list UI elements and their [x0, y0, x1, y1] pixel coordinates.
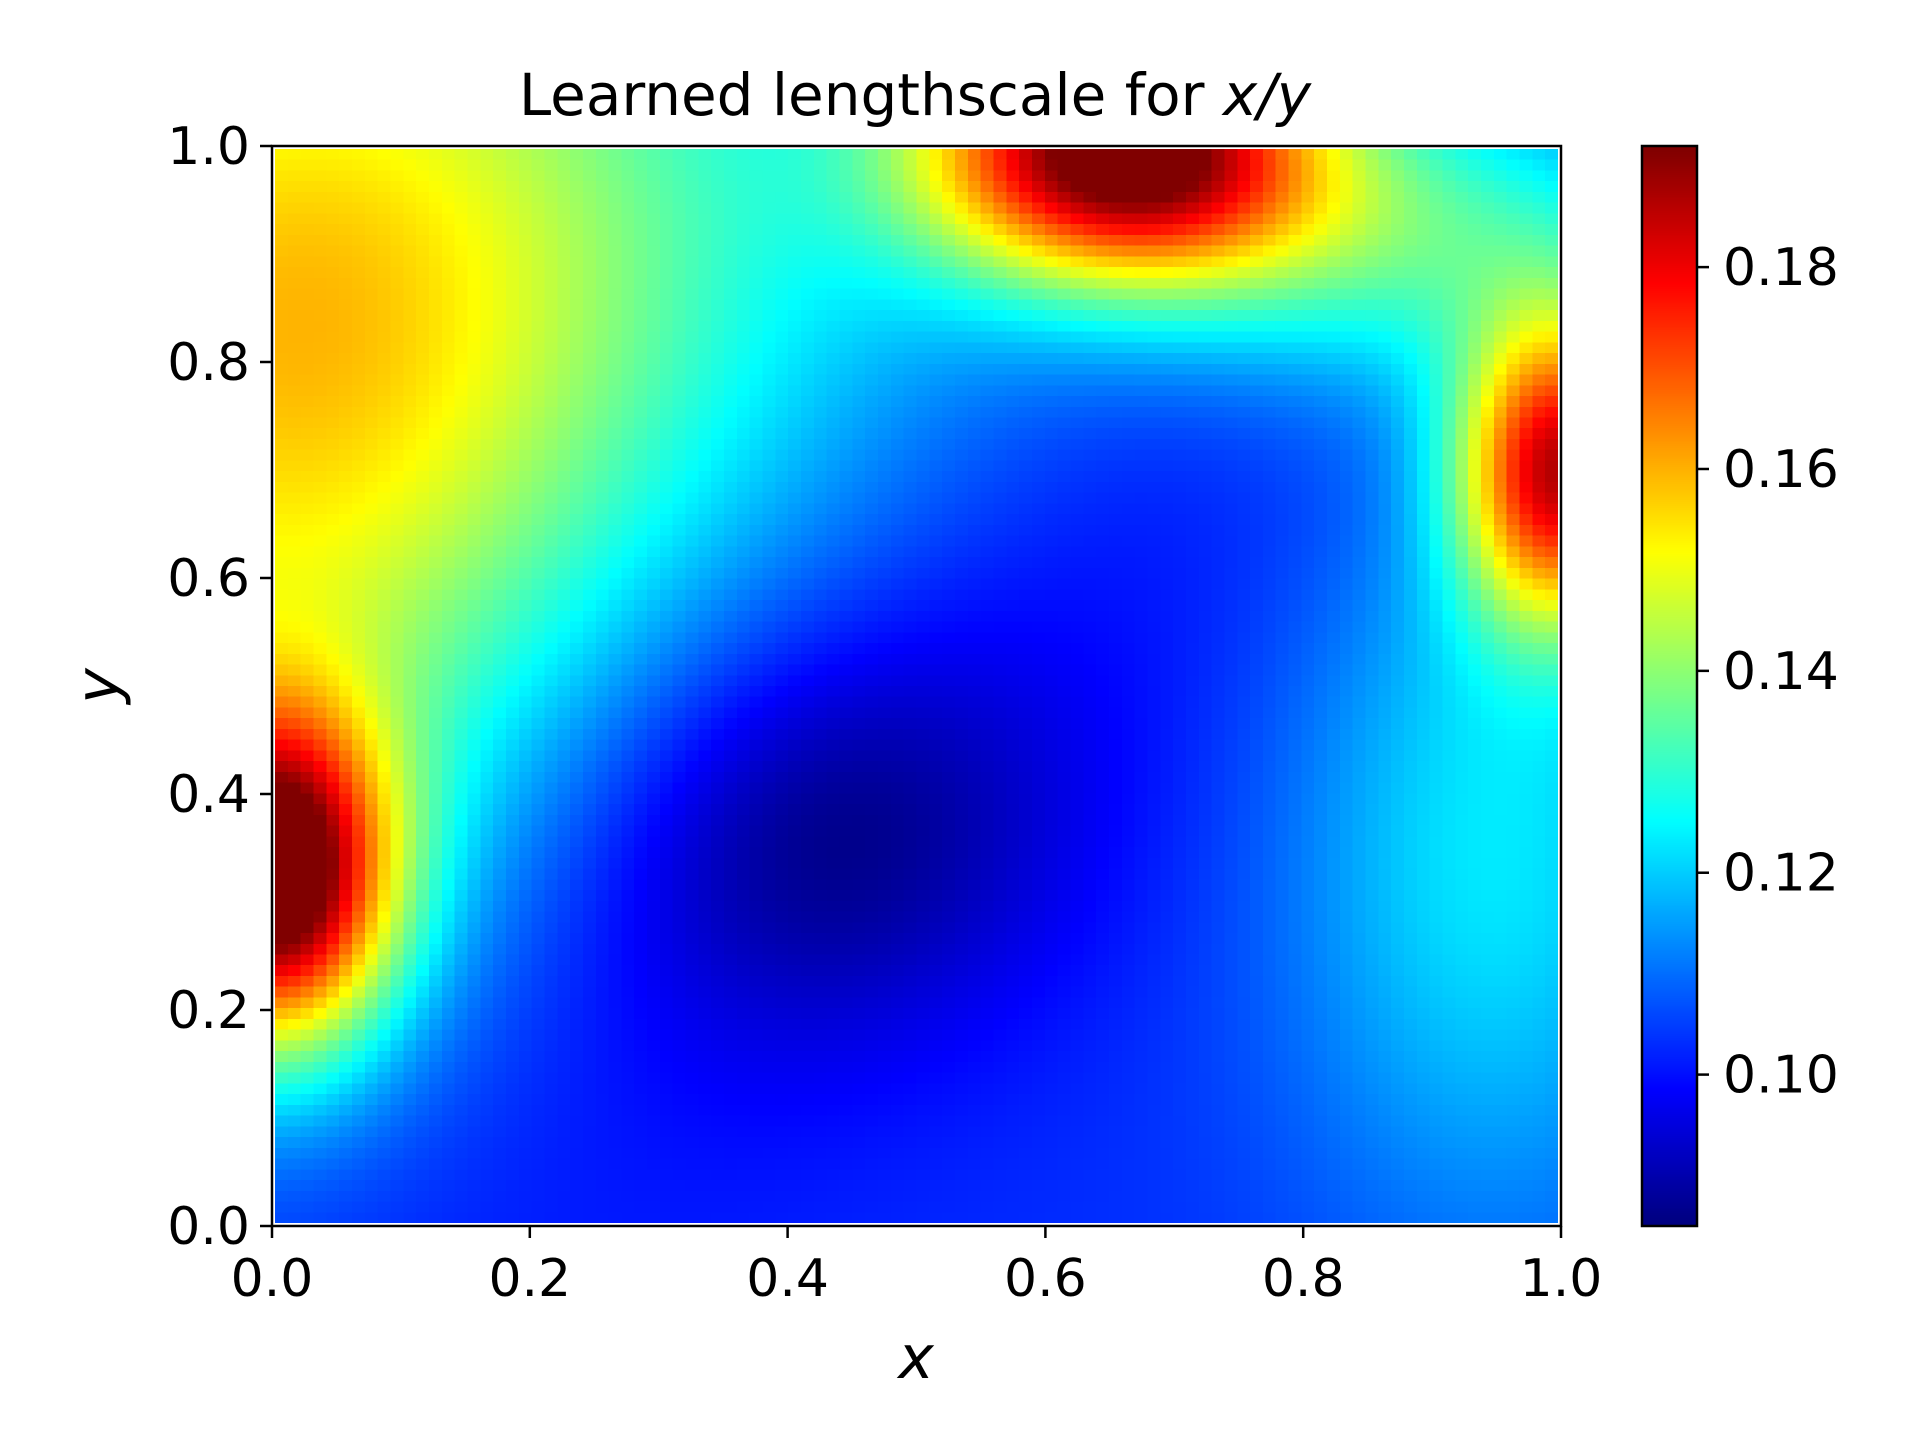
colorbar-tick-label: 0.10 [1723, 1046, 1839, 1106]
colorbar-tick-label: 0.12 [1723, 844, 1839, 904]
colorbar-tick-label: 0.14 [1723, 642, 1839, 702]
heatmap-area [270, 144, 1563, 1228]
x-tick-label: 1.0 [1520, 1249, 1603, 1309]
chart-title-plain: Learned lengthscale for [519, 61, 1223, 129]
y-axis-label: y [63, 667, 133, 706]
x-tick-label: 0.8 [1262, 1249, 1345, 1309]
x-tick-label: 0.6 [1004, 1249, 1087, 1309]
y-tick-label: 0.2 [167, 981, 250, 1041]
colorbar-ticks: 0.10 0.12 0.14 0.16 0.18 [1697, 238, 1839, 1106]
x-tick-label: 0.2 [488, 1249, 571, 1309]
y-tick-label: 0.4 [167, 765, 250, 825]
colorbar-frame [1640, 144, 1699, 1228]
x-tick-label: 0.4 [746, 1249, 829, 1309]
colorbar-tick-label: 0.18 [1723, 238, 1839, 298]
y-tick-label: 0.0 [167, 1197, 250, 1257]
y-axis: 0.0 0.2 0.4 0.6 0.8 1.0 [167, 117, 272, 1257]
y-tick-label: 0.8 [167, 333, 250, 393]
x-tick-label: 0.0 [231, 1249, 314, 1309]
colorbar-gradient [1642, 146, 1697, 1226]
heatmap-canvas [275, 149, 1558, 1223]
x-axis: 0.0 0.2 0.4 0.6 0.8 1.0 [231, 1226, 1603, 1309]
chart-title: Learned lengthscale for x/y [519, 61, 1312, 129]
y-tick-label: 0.6 [167, 549, 250, 609]
colorbar-tick-label: 0.16 [1723, 440, 1839, 500]
x-axis-label: x [896, 1323, 934, 1393]
y-tick-label: 1.0 [167, 117, 250, 177]
plot-frame [270, 144, 1563, 1228]
chart-title-math: x/y [1221, 61, 1312, 129]
colorbar: 0.10 0.12 0.14 0.16 0.18 [1640, 144, 1839, 1228]
